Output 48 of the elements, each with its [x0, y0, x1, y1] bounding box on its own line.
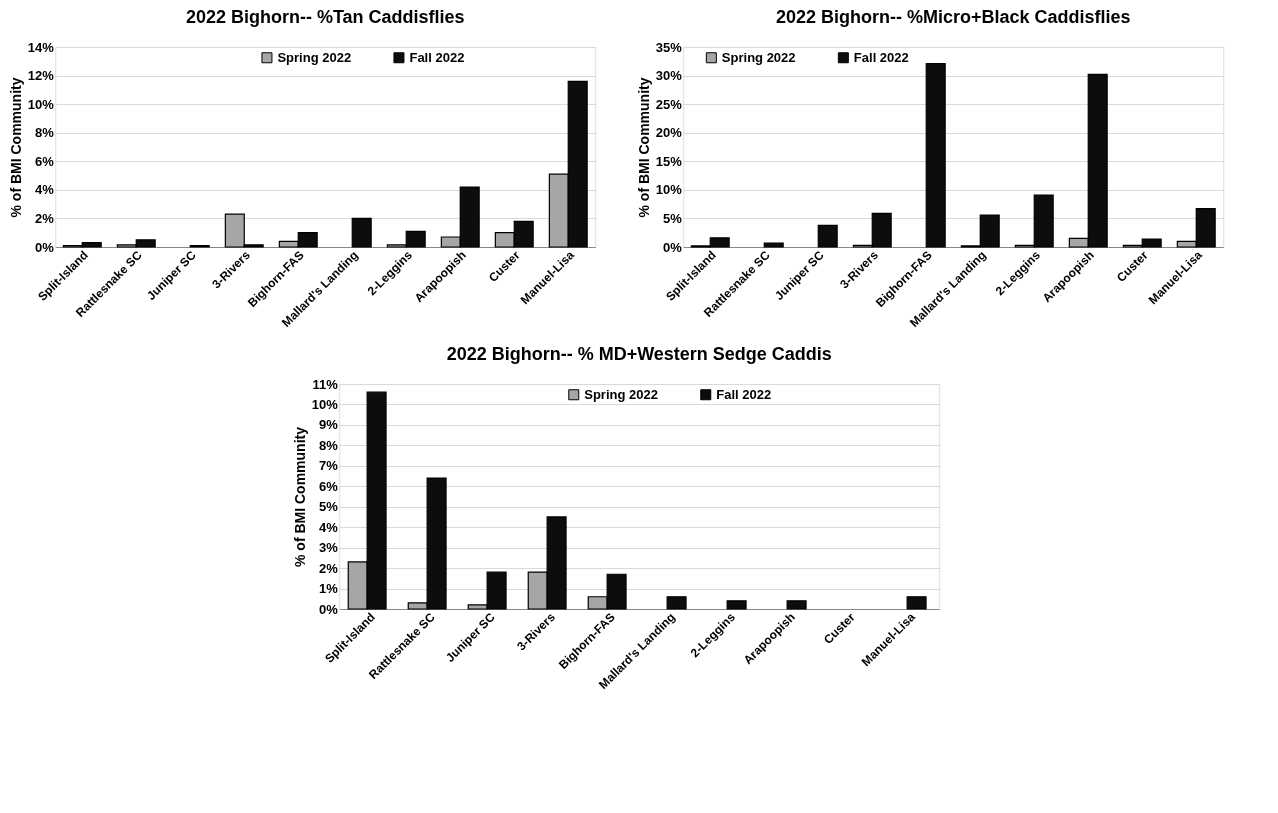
y-tick-label: 11% — [312, 376, 339, 392]
bar — [817, 224, 838, 248]
y-tick-label: 10% — [655, 182, 683, 198]
y-tick-label: 14% — [27, 39, 55, 55]
legend-label: Fall 2022 — [853, 49, 909, 65]
y-tick-label: 2% — [34, 210, 55, 226]
legend-label: Spring 2022 — [277, 49, 352, 65]
y-tick-label: 20% — [655, 125, 683, 141]
bar — [786, 600, 807, 610]
y-axis-title: % of BMI Community — [635, 77, 652, 218]
y-tick-label: 1% — [318, 581, 339, 597]
bar — [925, 62, 946, 248]
y-tick-label: 8% — [318, 437, 339, 453]
y-tick-label: 8% — [34, 125, 55, 141]
y-tick-label: 12% — [27, 68, 55, 84]
y-tick-label: 4% — [318, 519, 339, 535]
y-tick-label: 0% — [318, 601, 339, 617]
legend-label: Fall 2022 — [716, 386, 772, 402]
legend-label: Fall 2022 — [409, 49, 465, 65]
y-axis-title: % of BMI Community — [7, 77, 24, 218]
bar — [763, 242, 784, 248]
y-tick-label: 4% — [34, 182, 55, 198]
bar — [666, 596, 687, 610]
chart-title: 2022 Bighorn-- %Tan Caddisflies — [185, 7, 465, 27]
legend-label: Spring 2022 — [721, 49, 796, 65]
y-tick-label: 10% — [27, 96, 55, 112]
y-tick-label: 0% — [34, 239, 55, 255]
bar — [906, 596, 927, 610]
y-tick-label: 5% — [662, 210, 683, 226]
y-tick-label: 6% — [34, 153, 55, 169]
y-axis-title: % of BMI Community — [291, 426, 308, 567]
legend-label: Spring 2022 — [584, 386, 658, 402]
y-tick-label: 0% — [662, 239, 683, 255]
bar — [351, 217, 372, 248]
y-tick-label: 15% — [655, 153, 683, 169]
y-tick-label: 5% — [318, 499, 339, 515]
y-tick-label: 35% — [655, 39, 683, 55]
chart-title: 2022 Bighorn-- % MD+Western Sedge Caddis — [446, 344, 832, 364]
y-tick-label: 10% — [311, 396, 339, 412]
y-tick-label: 3% — [318, 540, 339, 556]
bar — [726, 600, 747, 610]
y-tick-label: 25% — [655, 96, 683, 112]
y-tick-label: 2% — [318, 560, 339, 576]
y-tick-label: 9% — [318, 417, 339, 433]
y-tick-label: 30% — [655, 68, 683, 84]
y-tick-label: 6% — [318, 478, 339, 494]
chart-title: 2022 Bighorn-- %Micro+Black Caddisflies — [775, 7, 1131, 27]
y-tick-label: 7% — [318, 458, 339, 474]
